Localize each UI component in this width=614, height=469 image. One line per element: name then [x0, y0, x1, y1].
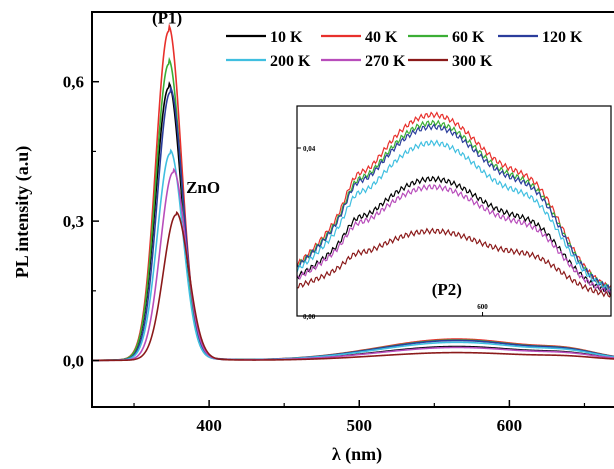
y-tick-label: 0,0: [63, 352, 84, 371]
x-tick-label: 600: [497, 416, 523, 435]
peak-p2-label: (P2): [432, 280, 462, 299]
legend-label: 300 K: [452, 53, 493, 70]
peak-p1-label: (P1): [152, 9, 182, 28]
inset-series-line-300k: [296, 227, 612, 298]
inset-x-ticks: 600: [477, 303, 488, 316]
inset-series-line-10k: [296, 175, 612, 296]
y-tick-label: 0,3: [63, 212, 84, 231]
main-plot-curves: [91, 23, 614, 362]
inset-y-tick-label: 0,04: [303, 145, 316, 153]
y-axis-label: PL intensity (a.u): [12, 146, 33, 279]
series-line-270k: [91, 167, 614, 362]
legend-label: 60 K: [452, 29, 485, 46]
legend-label: 270 K: [365, 53, 406, 70]
zno-label: ZnO: [186, 178, 220, 197]
series-line-300k: [92, 210, 614, 362]
series-line-200k: [92, 148, 614, 362]
inset-frame: [296, 105, 612, 317]
x-tick-label: 500: [347, 416, 373, 435]
x-axis-label: λ (nm): [332, 444, 382, 465]
inset-background: [297, 106, 611, 316]
inset-series-line-200k: [296, 139, 612, 293]
inset-series-line-120k: [296, 123, 612, 292]
inset-series-line-270k: [296, 183, 612, 295]
inset-y-ticks: 0,00 0,04: [297, 145, 316, 321]
inset-y-tick-label: 0,00: [303, 313, 316, 321]
main-x-ticks: 400 500 600: [133, 400, 586, 435]
legend-label: 200 K: [270, 53, 311, 70]
inset-series-line-40k: [296, 111, 612, 291]
series-line-120k: [92, 85, 614, 362]
legend-label: 40 K: [365, 29, 398, 46]
main-y-ticks: 0,0 0,3 0,6: [63, 73, 99, 371]
main-plot-frame: [91, 11, 614, 408]
inset-x-tick-label: 600: [477, 303, 488, 311]
legend-label: 10 K: [270, 29, 303, 46]
legend-label: 120 K: [542, 29, 583, 46]
legend: 10 K 40 K 60 K 120 K 200 K 270 K 300 K: [226, 29, 583, 70]
y-tick-label: 0,6: [63, 73, 84, 92]
x-tick-label: 400: [196, 416, 222, 435]
inset-plot-curves: [296, 111, 612, 298]
